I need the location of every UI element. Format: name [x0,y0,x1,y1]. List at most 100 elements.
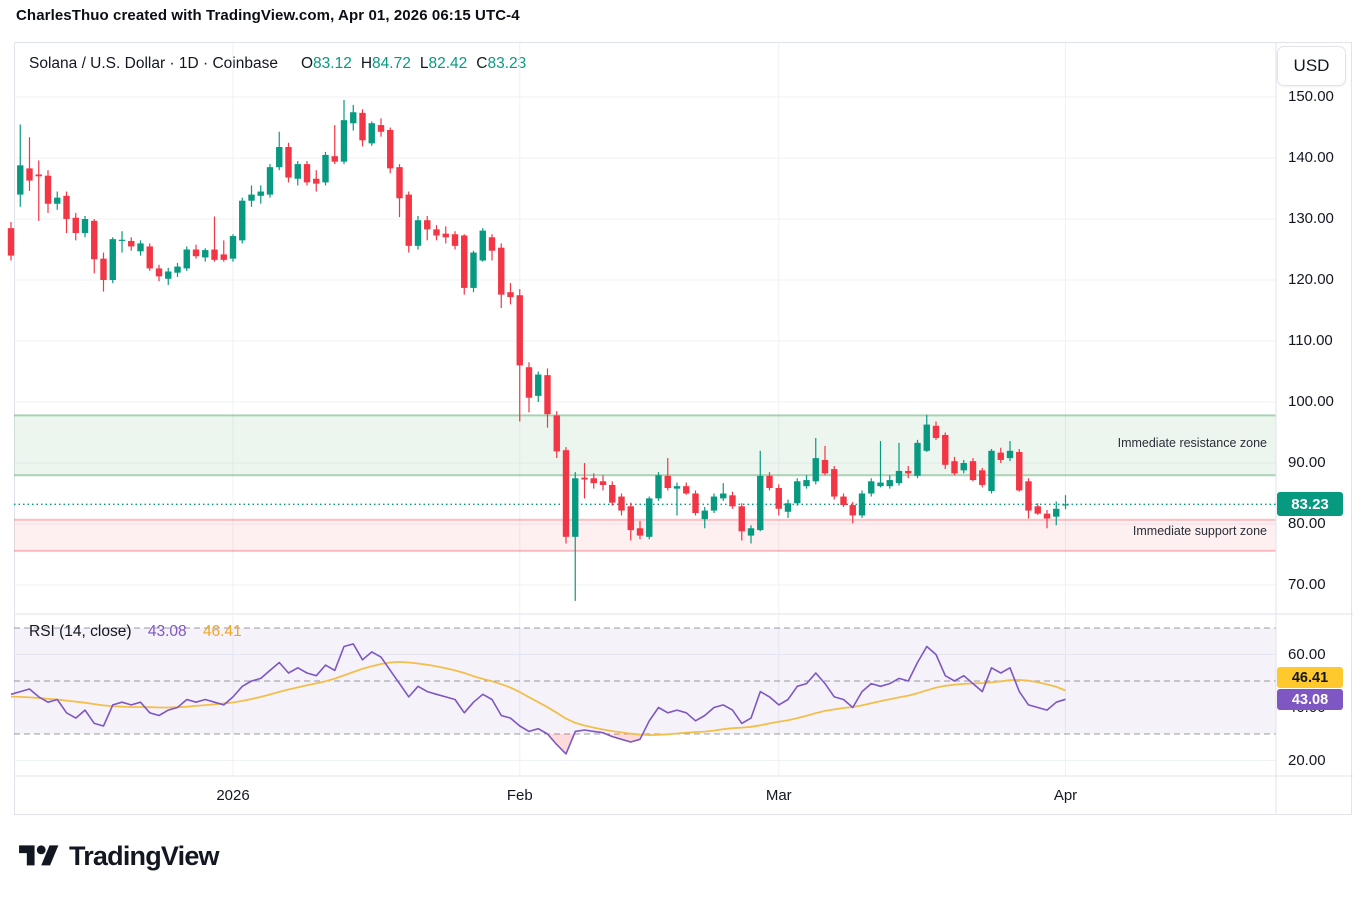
candlestick [766,475,773,489]
candlestick [525,367,533,398]
candlestick [174,266,181,273]
candlestick [17,165,24,195]
candlestick [396,167,403,199]
header-credit: CharlesThuo created with TradingView.com… [16,7,520,24]
candlestick [211,249,218,260]
candlestick [877,482,884,487]
rsi-tick-label: 60.00 [1288,645,1326,663]
candlestick [276,147,283,168]
candlestick [433,229,440,236]
candlestick [192,249,200,257]
candlestick [91,220,98,260]
candlestick [340,120,348,162]
candlestick [266,167,274,195]
candlestick [840,496,847,506]
price-tick-label: 150.00 [1288,88,1334,105]
resistance-zone-label: Immediate resistance zone [1117,436,1267,450]
rsi-value-badge: 43.08 [1277,689,1343,710]
candlestick [979,470,986,485]
currency-unit-button[interactable]: USD [1277,46,1346,86]
candlestick [183,249,190,269]
candlestick [118,239,126,241]
candlestick [1034,506,1041,514]
time-axis-label: Mar [765,787,792,804]
candlestick [128,240,135,247]
candlestick [368,123,375,144]
candlestick [729,495,736,507]
candlestick [313,178,320,184]
candles [7,100,1069,601]
candlestick [905,470,912,474]
candlestick [618,496,625,511]
candlestick [812,458,819,482]
time-axis-label: 2026 [216,787,250,804]
candlestick [960,463,967,471]
candlestick [784,503,792,512]
candlestick [581,477,588,480]
candlestick [442,233,449,238]
candlestick [988,450,995,492]
candlestick [44,175,52,204]
candlestick [377,125,385,132]
candlestick [202,250,209,258]
support-zone[interactable] [14,519,1276,551]
candlestick [692,493,699,514]
candlestick [942,434,949,465]
candlestick [951,461,958,474]
candlestick [285,147,292,178]
resistance-zone[interactable] [14,415,1276,476]
candlestick [609,484,616,503]
low-label: L [419,55,429,72]
candlestick [701,510,708,520]
candlestick [239,200,246,241]
tradingview-logo-icon [19,845,59,866]
high-label: H [360,55,373,72]
candlestick [1016,452,1023,491]
candlestick [63,195,70,219]
candlestick [470,252,477,288]
low-value: 82.42 [428,55,468,72]
rsi-value: 43.08 [147,623,187,640]
rsi-ma-badge: 46.41 [1277,667,1343,688]
time-axis-label: Apr [1053,787,1078,804]
candlestick [81,219,89,234]
candlestick [803,480,810,487]
candlestick [821,459,829,474]
candlestick [109,239,116,280]
candlestick [100,258,107,280]
candlestick [322,154,329,183]
candlestick [655,475,662,499]
candlestick [572,478,579,537]
candlestick [1053,508,1060,517]
candlestick [553,415,560,452]
candlestick [831,469,838,497]
candlestick [26,168,33,181]
candlestick [331,156,338,162]
tradingview-logo[interactable]: TradingView [19,841,220,872]
candlestick [923,424,930,451]
open-value: 83.12 [313,55,352,72]
candlestick [710,496,718,511]
candlestick [738,506,745,532]
price-tick-label: 110.00 [1288,332,1333,349]
price-tick-label: 80.00 [1288,515,1326,532]
candlestick [886,480,893,487]
last-price-badge: 83.23 [1277,492,1343,516]
candlestick [7,228,15,256]
rsi-indicator-legend[interactable]: RSI (14, close) 43.08 46.41 [29,621,242,643]
candlestick [720,493,727,499]
candlestick [932,425,940,438]
candlestick [137,243,144,252]
rsi-title: RSI (14, close) [29,623,132,640]
candlestick [146,246,153,269]
candlestick [35,174,42,177]
open-label: O [300,55,314,72]
symbol-legend[interactable]: Solana / U.S. Dollar · 1D · Coinbase O83.… [29,53,526,75]
candlestick [451,234,459,246]
candlestick [858,493,866,516]
candlestick [387,129,394,169]
candlestick [257,191,264,196]
support-zone-label: Immediate support zone [1132,524,1267,538]
